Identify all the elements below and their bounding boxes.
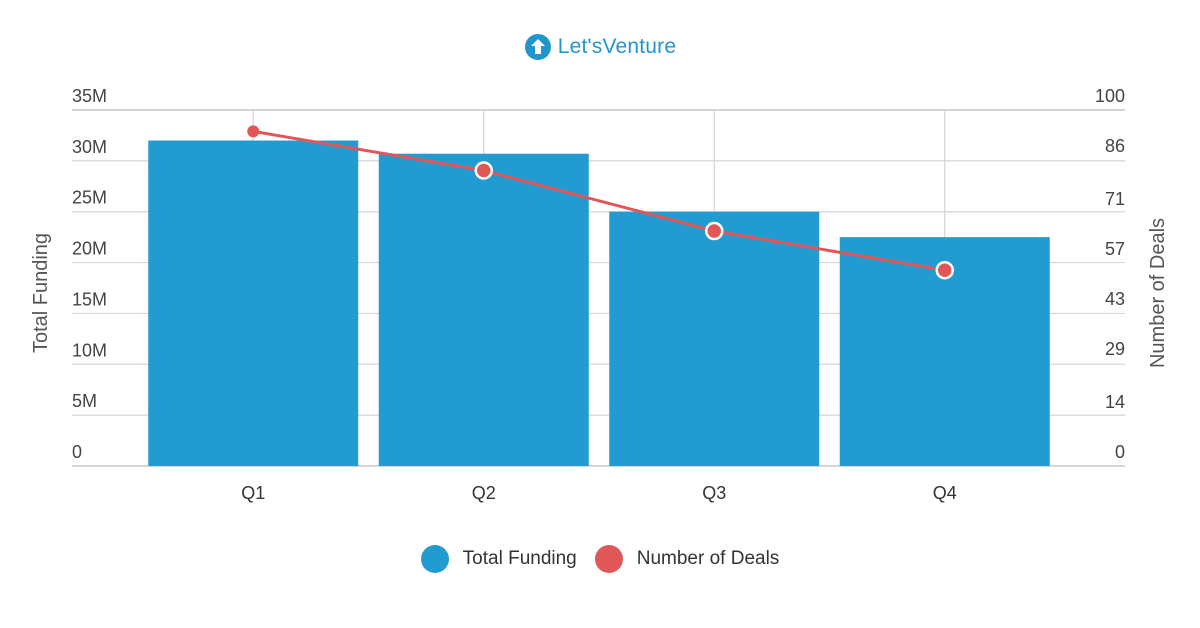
legend-item-number-of-deals[interactable]: Number of Deals [594,545,780,573]
left-axis-ticks: 0 5M 10M 15M 20M 25M 30M 35M [72,86,107,462]
brand-name: Let'sVenture [557,35,677,58]
y2-tick-label: 14 [1105,392,1125,412]
deals-point-q3 [705,221,724,241]
y-tick-label: 20M [72,239,107,259]
y2-tick-label: 29 [1105,339,1125,359]
y2-tick-label: 57 [1105,239,1125,259]
legend-swatch-total-funding [420,545,449,573]
right-axis-ticks: 0 14 29 43 57 71 86 100 [1095,86,1125,462]
y-tick-label: 15M [72,289,107,309]
y2-tick-label: 100 [1095,86,1125,106]
y-tick-label: 25M [72,188,107,208]
bar-q3 [609,211,820,466]
bar-q1 [148,140,359,466]
legend-label-number-of-deals: Number of Deals [636,548,780,569]
deals-point-q2 [474,161,493,180]
upload-arrow-circle-icon [524,34,551,60]
left-axis-title: Total Funding [30,233,52,353]
x-tick-label: Q3 [702,483,726,503]
y2-tick-label: 71 [1105,189,1125,209]
x-tick-label: Q4 [933,483,957,503]
brand-logo: Let'sVenture [0,32,1200,62]
y2-tick-label: 43 [1105,289,1125,309]
y2-tick-label: 0 [1115,442,1125,462]
line-series-number-of-deals [247,125,954,280]
bar-series-total-funding [148,140,1050,467]
right-axis-title: Number of Deals [1147,218,1169,368]
deals-point-q4 [935,260,954,280]
x-tick-label: Q1 [241,483,265,503]
deals-line [252,129,946,272]
y2-tick-label: 86 [1105,136,1125,156]
deals-point-q1 [247,125,260,138]
y-tick-label: 30M [72,137,107,157]
legend-label-total-funding: Total Funding [462,548,577,569]
x-tick-label: Q2 [472,483,496,503]
legend-swatch-number-of-deals [594,545,623,573]
bar-q2 [378,153,589,467]
y-tick-label: 0 [72,442,82,462]
legend-item-total-funding[interactable]: Total Funding [420,545,577,573]
y-tick-label: 35M [72,86,107,106]
y-tick-label: 10M [72,340,107,360]
y-tick-label: 5M [72,391,97,411]
x-axis-ticks: Q1 Q2 Q3 Q4 [241,483,957,503]
chart-legend: Total Funding Number of Deals [0,543,1200,575]
